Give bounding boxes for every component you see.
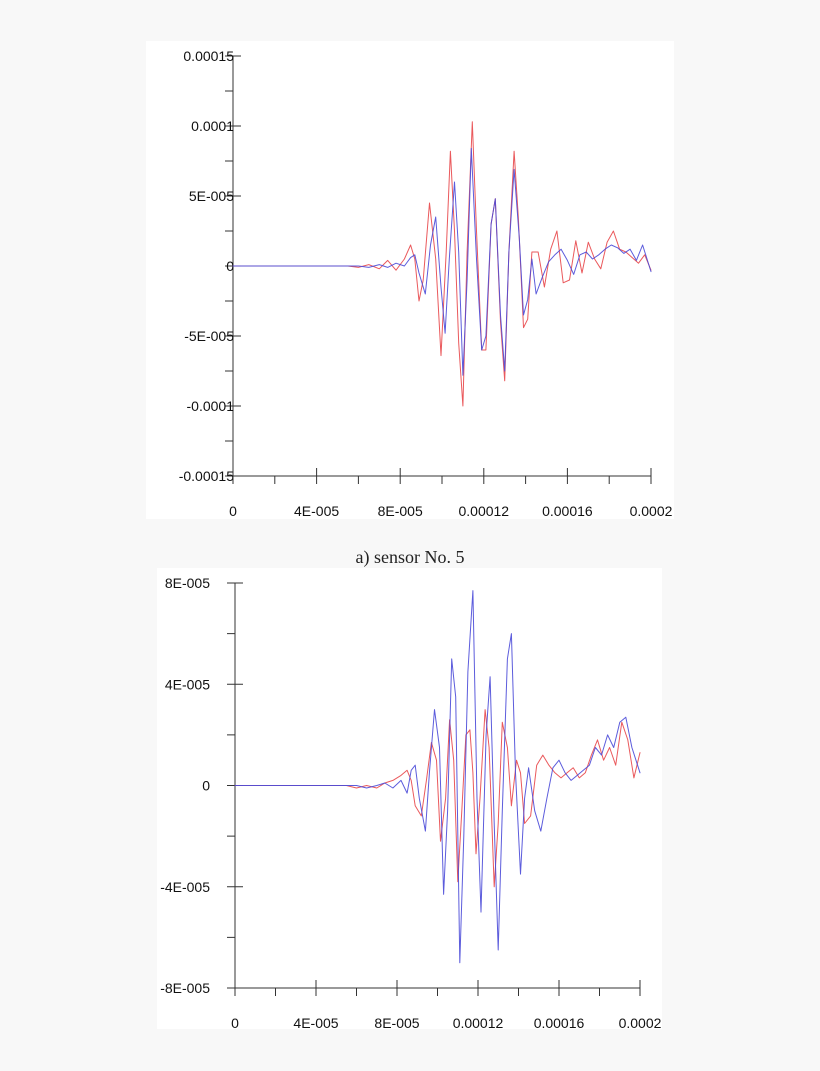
chart-a-x-tick-label: 4E-005	[294, 503, 339, 519]
chart-a-y-tick-label: 0.00015	[183, 48, 234, 64]
chart-b-y-tick-label: -8E-005	[160, 980, 210, 996]
chart-a-series-line-1	[232, 121, 652, 407]
chart-b-x-tick-label: 0.00012	[453, 1015, 504, 1031]
chart-a-x-tick-label: 0.00016	[542, 503, 593, 519]
chart-b-y-tick-label: 0	[202, 778, 210, 794]
chart-caption-a: a) sensor No. 5	[355, 547, 465, 567]
chart-a-svg: 0.00015 0.0001 5E-005 0 -5E-005 -0.0001 -0.000…	[179, 48, 673, 519]
chart-b-x-tick-label: 8E-005	[374, 1015, 419, 1031]
chart-panel-b: 8E-005 4E-005 0 -4E-005 -8E-005 0 4E-005 8E-005…	[157, 568, 662, 1031]
chart-a-x-tick-label: 0.00012	[458, 503, 509, 519]
chart-b-y-tick-label: -4E-005	[160, 879, 210, 895]
chart-a-y-tick-label: 5E-005	[189, 188, 234, 204]
chart-b-x-tick-label: 4E-005	[293, 1015, 338, 1031]
chart-b-series-line-1	[234, 709, 641, 888]
chart-a-x-tick-label: 0.0002	[630, 503, 673, 519]
chart-b-x-tick-label: 0.0002	[619, 1015, 662, 1031]
chart-a-y-tick-label: -0.0001	[187, 398, 235, 414]
chart-a-y-tick-label: -0.00015	[179, 468, 234, 484]
chart-b-series-line-2	[234, 590, 641, 964]
chart-a-x-tick-label: 0	[229, 503, 237, 519]
chart-a-y-tick-label: -5E-005	[184, 328, 234, 344]
chart-b-svg: 8E-005 4E-005 0 -4E-005 -8E-005 0 4E-005 8E-005…	[160, 575, 662, 1031]
chart-b-y-tick-label: 4E-005	[165, 676, 210, 692]
chart-b-x-tick-label: 0	[231, 1015, 239, 1031]
chart-panel-a: 0.00015 0.0001 5E-005 0 -5E-005 -0.0001 -0.000…	[146, 41, 674, 519]
chart-b-x-tick-label: 0.00016	[534, 1015, 585, 1031]
chart-b-y-tick-label: 8E-005	[165, 575, 210, 591]
chart-a-x-tick-label: 8E-005	[378, 503, 423, 519]
chart-a-y-tick-label: 0.0001	[191, 118, 234, 134]
chart-a-y-tick-label: 0	[226, 258, 234, 274]
chart-a-series-line-2	[232, 147, 652, 376]
